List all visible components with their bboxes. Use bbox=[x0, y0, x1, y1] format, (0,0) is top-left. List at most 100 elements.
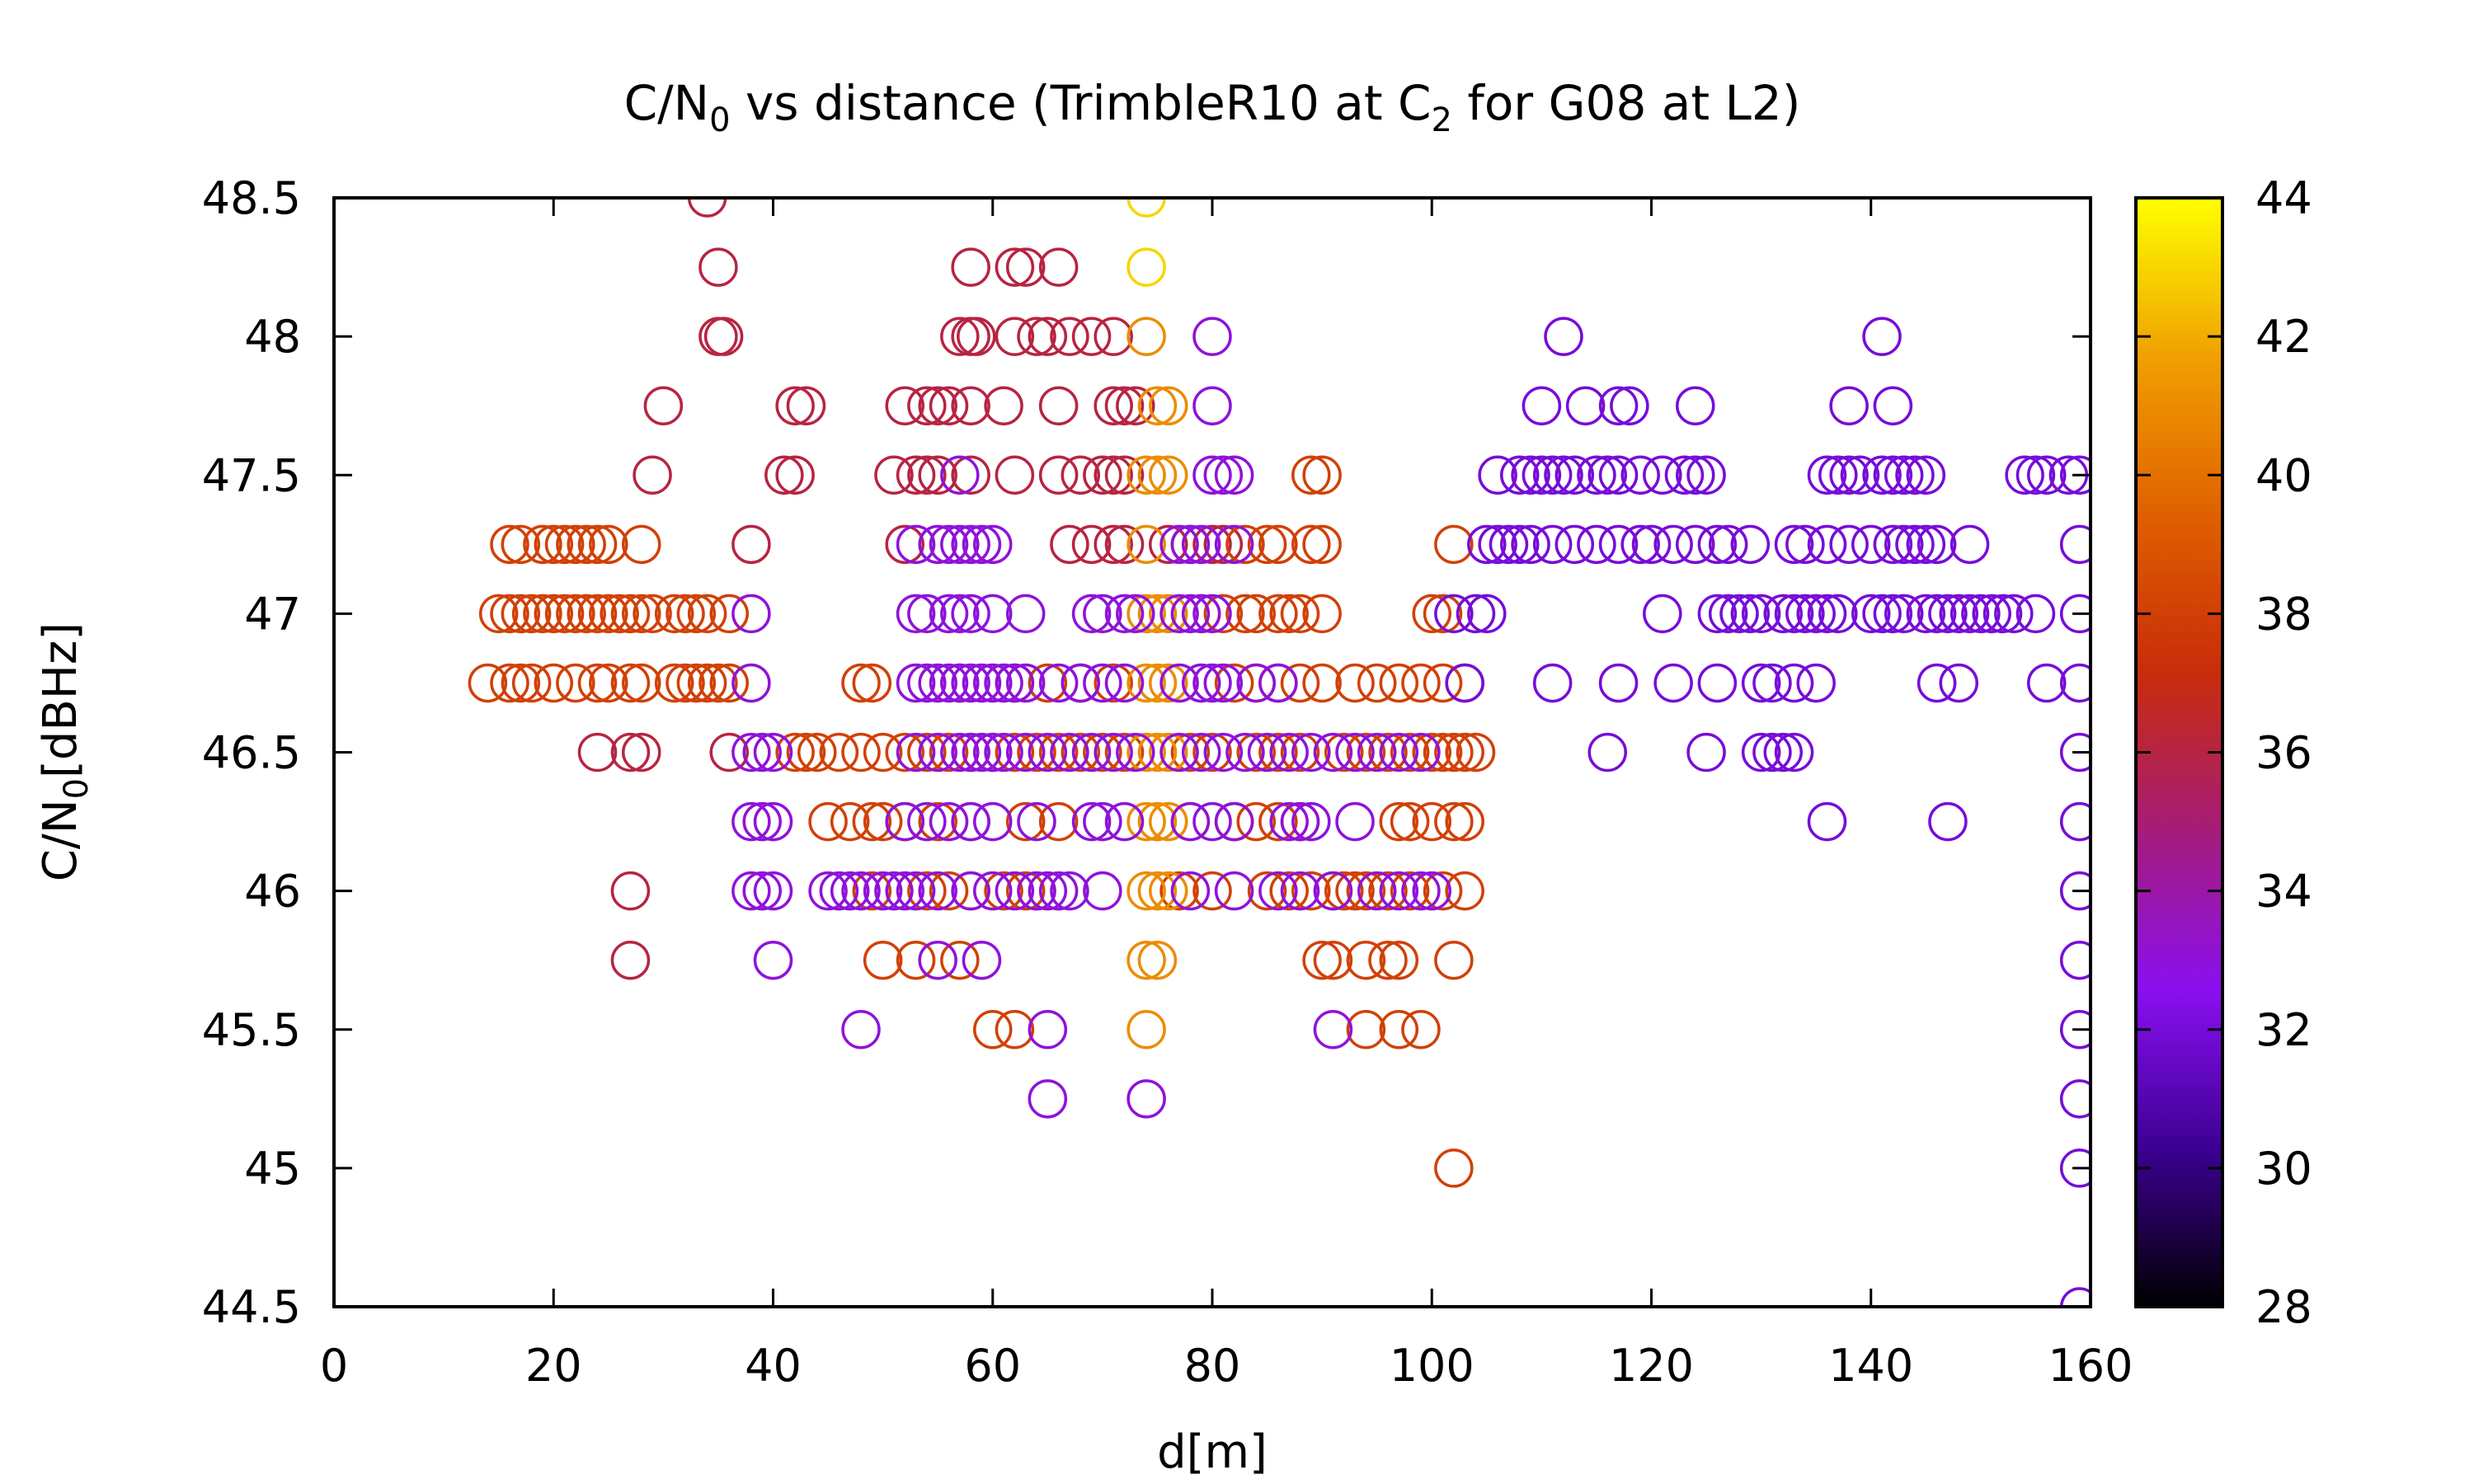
data-point bbox=[1137, 663, 1178, 703]
data-point bbox=[666, 594, 705, 634]
data-point bbox=[577, 732, 618, 773]
colorbar-tick-label: 34 bbox=[2255, 866, 2312, 918]
data-point bbox=[1357, 871, 1397, 911]
data-point bbox=[1291, 455, 1331, 495]
data-point bbox=[1236, 732, 1276, 773]
plot-frame bbox=[332, 196, 2092, 1308]
x-axis: 0 20 40 60 80 100 120 140 160 bbox=[320, 198, 2133, 1392]
data-point bbox=[1950, 524, 1990, 565]
data-point bbox=[523, 524, 562, 565]
data-point bbox=[1587, 455, 1627, 495]
data-point bbox=[1467, 594, 1507, 634]
data-point bbox=[1050, 317, 1089, 356]
data-point bbox=[2005, 455, 2044, 495]
data-point bbox=[1192, 524, 1232, 565]
data-point bbox=[1972, 594, 2011, 634]
data-point bbox=[929, 871, 969, 911]
data-point bbox=[1137, 455, 1178, 495]
data-point bbox=[589, 524, 628, 565]
data-point bbox=[1796, 594, 1836, 634]
data-point bbox=[742, 801, 782, 842]
colorbar-tick-label: 44 bbox=[2255, 172, 2312, 224]
data-point bbox=[1017, 871, 1056, 911]
data-point bbox=[490, 594, 529, 634]
data-point bbox=[600, 594, 639, 634]
data-point bbox=[896, 594, 936, 634]
data-point bbox=[1434, 594, 1474, 634]
x-tick-label: 80 bbox=[1184, 1340, 1241, 1392]
data-point bbox=[907, 386, 947, 425]
data-point bbox=[929, 594, 969, 634]
data-point bbox=[962, 663, 1002, 703]
data-point bbox=[1368, 732, 1408, 773]
data-point bbox=[1083, 663, 1122, 703]
data-point bbox=[731, 732, 771, 773]
data-point bbox=[1083, 455, 1122, 495]
data-point bbox=[940, 524, 980, 565]
data-point bbox=[1149, 594, 1188, 634]
data-point bbox=[907, 455, 947, 495]
data-point bbox=[2059, 455, 2091, 495]
data-point bbox=[1906, 455, 1946, 495]
data-point bbox=[544, 524, 585, 565]
data-point bbox=[929, 801, 969, 842]
data-point bbox=[1434, 732, 1474, 773]
data-point bbox=[1445, 663, 1484, 703]
data-point bbox=[885, 871, 924, 911]
data-point bbox=[841, 1010, 881, 1050]
data-point bbox=[1017, 732, 1056, 773]
data-point bbox=[1203, 732, 1244, 773]
data-point bbox=[698, 663, 738, 703]
data-point bbox=[1236, 801, 1276, 842]
data-point bbox=[1236, 663, 1276, 703]
data-point bbox=[1577, 524, 1616, 565]
data-point bbox=[1214, 524, 1254, 565]
data-point bbox=[1598, 386, 1639, 425]
data-point bbox=[1269, 594, 1309, 634]
data-point bbox=[709, 594, 749, 634]
data-point bbox=[830, 871, 870, 911]
data-point bbox=[1170, 801, 1211, 842]
data-point bbox=[1280, 801, 1320, 842]
data-point bbox=[1950, 594, 1990, 634]
data-point bbox=[654, 663, 694, 703]
data-point bbox=[1544, 455, 1583, 495]
data-point bbox=[1291, 801, 1331, 842]
data-point bbox=[1104, 386, 1145, 425]
data-point bbox=[753, 940, 793, 980]
data-point bbox=[1730, 594, 1771, 634]
data-point bbox=[841, 871, 881, 911]
data-point bbox=[1445, 732, 1484, 773]
data-point bbox=[1050, 871, 1089, 911]
colorbar-tick-label: 40 bbox=[2255, 449, 2312, 501]
data-point bbox=[951, 455, 990, 495]
data-point bbox=[1851, 524, 1891, 565]
y-tick-label: 47.5 bbox=[202, 449, 301, 501]
data-point bbox=[973, 1010, 1013, 1050]
data-point bbox=[1071, 524, 1112, 565]
data-point bbox=[1412, 732, 1451, 773]
x-tick-label: 120 bbox=[1609, 1340, 1694, 1392]
data-point bbox=[1500, 524, 1540, 565]
data-point bbox=[2059, 940, 2091, 980]
data-point bbox=[1434, 801, 1474, 842]
data-point bbox=[973, 594, 1013, 634]
data-point bbox=[1094, 663, 1133, 703]
data-point bbox=[1269, 801, 1309, 842]
data-point bbox=[2015, 455, 2056, 495]
data-point bbox=[1126, 524, 1166, 565]
data-point bbox=[1094, 524, 1133, 565]
data-point bbox=[995, 871, 1035, 911]
y-tick-label: 44.5 bbox=[202, 1281, 301, 1333]
data-point bbox=[1126, 871, 1166, 911]
data-point bbox=[1829, 455, 1869, 495]
data-point bbox=[885, 732, 924, 773]
data-point bbox=[1620, 524, 1660, 565]
data-point bbox=[995, 1010, 1035, 1050]
data-point bbox=[1028, 1010, 1068, 1050]
data-point bbox=[786, 386, 826, 425]
data-point bbox=[1137, 871, 1178, 911]
data-point bbox=[951, 663, 990, 703]
data-point bbox=[995, 455, 1035, 495]
y-tick-label: 46.5 bbox=[202, 727, 301, 779]
